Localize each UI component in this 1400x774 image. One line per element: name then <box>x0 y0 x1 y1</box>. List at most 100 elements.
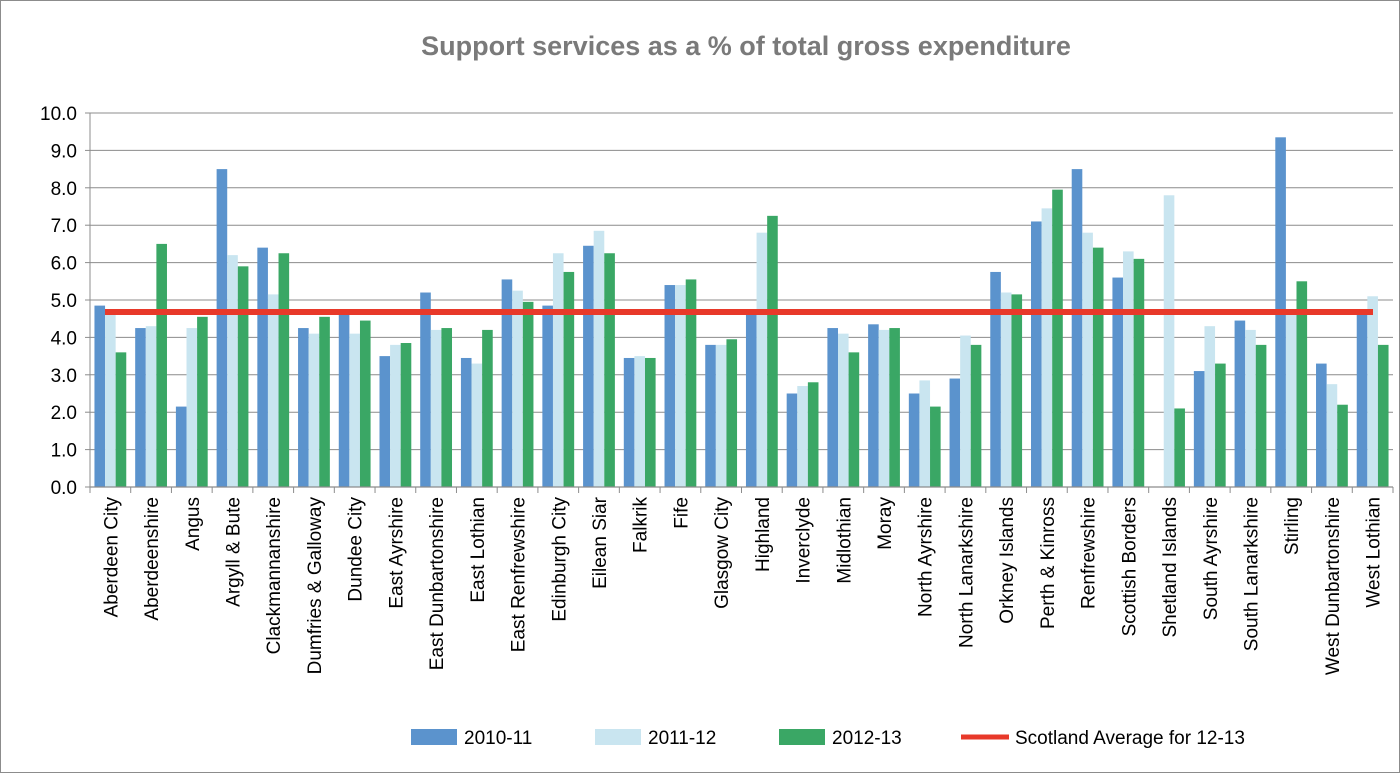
bar-2011-12-dumfries-galloway <box>308 333 320 487</box>
bar-2011-12-fife <box>675 285 686 487</box>
bar-2010-11-highland <box>745 313 757 487</box>
x-tick-label: Fife <box>671 497 692 529</box>
bar-2012-13-dundee-city <box>359 320 371 487</box>
x-tick-label: Inverclyde <box>794 497 815 584</box>
bar-2010-11-orkney-islands <box>990 271 1001 487</box>
bar-2010-11-fife <box>664 285 676 487</box>
bar-2012-13-east-ayrshire <box>400 343 412 487</box>
bar-2011-12-inverclyde <box>797 386 808 487</box>
bar-2010-11-south-ayrshire <box>1193 371 1205 487</box>
bar-2011-12-angus <box>186 328 198 487</box>
bar-2010-11-angus <box>175 406 187 487</box>
bar-2012-13-orkney-islands <box>1011 294 1023 487</box>
x-tick-label: North Lanarkshire <box>956 497 977 648</box>
bar-2011-12-falkrik <box>634 356 646 487</box>
legend-swatch <box>411 729 457 745</box>
x-tick-label: Argyll & Bute <box>224 497 245 607</box>
bar-2010-11-renfrewshire <box>1071 169 1083 487</box>
bar-2012-13-north-ayrshire <box>930 406 941 487</box>
bar-2012-13-midlothian <box>848 352 860 487</box>
x-tick-label: Glasgow City <box>712 497 733 609</box>
bar-2010-11-aberdeen-city <box>94 305 106 487</box>
bar-2012-13-moray <box>889 328 900 487</box>
bar-2012-13-aberdeenshire <box>156 243 167 487</box>
bar-2010-11-inverclyde <box>786 393 798 487</box>
bar-2011-12-east-ayrshire <box>390 344 401 487</box>
bar-2012-13-east-renfrewshire <box>522 301 534 487</box>
x-tick-label: East Dunbartonshire <box>427 497 448 670</box>
bar-2010-11-moray <box>868 324 879 487</box>
bar-2011-12-dundee-city <box>349 333 360 487</box>
bar-2012-13-clackmannanshire <box>278 253 290 487</box>
x-tick-label: West Lothian <box>1364 497 1385 608</box>
x-tick-label: Orkney Islands <box>997 497 1018 624</box>
bar-2011-12-east-renfrewshire <box>512 290 523 487</box>
bar-2011-12-renfrewshire <box>1082 232 1093 487</box>
bar-2010-11-dundee-city <box>338 314 350 487</box>
bar-2011-12-highland <box>756 232 768 487</box>
bar-2011-12-moray <box>878 329 890 487</box>
chart-title: Support services as a % of total gross e… <box>421 31 1071 61</box>
x-tick-label: Moray <box>875 497 896 550</box>
x-tick-label: Highland <box>753 497 774 572</box>
y-tick-label: 4.0 <box>51 328 77 349</box>
bar-2011-12-west-lothian <box>1367 296 1378 487</box>
bar-2010-11-scottish-borders <box>1112 277 1124 487</box>
bar-2010-11-east-dunbartonshire <box>420 292 431 487</box>
bar-2011-12-eilean-siar <box>593 230 605 487</box>
x-axis-ticks: Aberdeen City Aberdeenshire Angus Argyll & … <box>101 496 1384 675</box>
x-tick-label: Midlothian <box>834 497 855 584</box>
bar-2010-11-midlothian <box>827 328 838 487</box>
bar-2011-12-edinburgh-city <box>552 253 564 487</box>
x-tick-label: Aberdeen City <box>101 497 122 618</box>
bar-2010-11-north-ayrshire <box>908 393 920 487</box>
bar-2011-12-north-ayrshire <box>919 380 931 487</box>
bar-2010-11-clackmannanshire <box>257 247 268 487</box>
y-tick-label: 9.0 <box>51 141 77 162</box>
bar-2010-11-edinburgh-city <box>542 305 553 487</box>
bar-2011-12-clackmannanshire <box>267 294 279 487</box>
bar-2011-12-glasgow-city <box>715 344 727 487</box>
bar-2010-11-falkrik <box>623 357 635 487</box>
x-tick-label: Stirling <box>1282 497 1303 555</box>
bar-2011-12-argyll-bute <box>227 255 238 487</box>
x-tick-label: West Dunbartonshire <box>1323 497 1344 675</box>
bar-2011-12-stirling <box>1285 314 1297 487</box>
axes <box>85 112 1394 493</box>
x-tick-label: Aberdeenshire <box>142 497 163 621</box>
bar-2012-13-renfrewshire <box>1092 247 1104 487</box>
bar-2012-13-highland <box>767 215 778 487</box>
bar-2010-11-east-ayrshire <box>379 356 391 487</box>
bar-2011-12-perth-kinross <box>1041 208 1053 487</box>
legend-label: 2010-11 <box>464 728 532 749</box>
y-axis-ticks: 0.0 1.0 2.0 3.0 4.0 5.0 6.0 7.0 8.0 9.0 10.0 <box>40 104 77 499</box>
x-tick-label: Eilean Siar <box>590 496 611 589</box>
bar-2012-13-north-lanarkshire <box>970 344 982 487</box>
bar-2012-13-argyll-bute <box>237 266 249 487</box>
bar-2012-13-east-dunbartonshire <box>441 328 453 487</box>
bar-2012-13-scottish-borders <box>1133 258 1145 487</box>
bar-2012-13-glasgow-city <box>726 339 738 487</box>
bar-2011-12-orkney-islands <box>1000 292 1012 487</box>
bar-2011-12-west-dunbartonshire <box>1326 384 1338 487</box>
x-tick-label: South Lanarkshire <box>1241 497 1262 651</box>
bar-2011-12-aberdeen-city <box>105 313 116 487</box>
bar-2010-11-perth-kinross <box>1030 221 1042 487</box>
x-tick-label: North Ayrshire <box>916 497 937 617</box>
bar-2012-13-edinburgh-city <box>563 271 575 487</box>
x-tick-label: Perth & Kinross <box>1038 497 1059 629</box>
bar-2010-11-south-lanarkshire <box>1234 320 1246 487</box>
legend-swatch <box>595 729 641 745</box>
x-tick-label: Falkrik <box>631 497 652 553</box>
bar-2012-13-stirling <box>1296 281 1308 487</box>
legend-label: 2011-12 <box>648 728 716 749</box>
bar-2012-13-perth-kinross <box>1052 189 1063 488</box>
bar-2010-11-glasgow-city <box>705 344 716 487</box>
x-tick-label: Dumfries & Galloway <box>305 497 326 675</box>
bar-2011-12-scottish-borders <box>1123 251 1134 487</box>
x-tick-label: Edinburgh City <box>549 497 570 622</box>
bar-2012-13-south-ayrshire <box>1215 363 1226 487</box>
bar-2012-13-eilean-siar <box>604 253 615 487</box>
bar-2010-11-argyll-bute <box>216 169 228 487</box>
y-tick-label: 10.0 <box>40 104 77 125</box>
